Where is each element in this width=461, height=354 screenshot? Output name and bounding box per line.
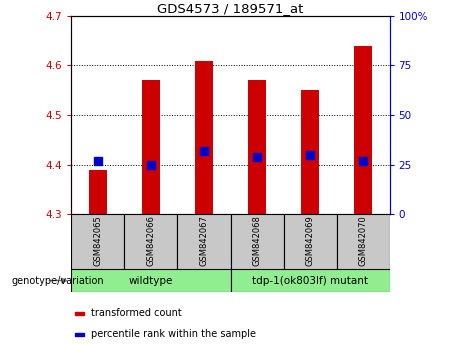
- Bar: [71, 269, 230, 292]
- Bar: [177, 214, 230, 269]
- Bar: [354, 46, 372, 214]
- Text: tdp-1(ok803lf) mutant: tdp-1(ok803lf) mutant: [252, 275, 368, 286]
- Bar: [230, 269, 390, 292]
- Bar: [89, 170, 107, 214]
- Point: [200, 148, 207, 154]
- Text: GSM842070: GSM842070: [359, 215, 367, 266]
- Text: GSM842067: GSM842067: [200, 215, 208, 266]
- Text: GSM842069: GSM842069: [306, 215, 314, 266]
- Bar: [71, 214, 124, 269]
- Bar: [301, 90, 319, 214]
- Bar: [248, 80, 266, 214]
- Text: genotype/variation: genotype/variation: [12, 275, 104, 286]
- Bar: [230, 214, 284, 269]
- Bar: [284, 214, 337, 269]
- Bar: [142, 80, 160, 214]
- Point: [306, 152, 313, 158]
- Text: transformed count: transformed count: [90, 308, 181, 318]
- Title: GDS4573 / 189571_at: GDS4573 / 189571_at: [157, 2, 304, 15]
- Bar: [337, 214, 390, 269]
- Point: [359, 158, 366, 164]
- Point: [254, 154, 261, 160]
- Bar: [195, 61, 213, 214]
- Point: [148, 162, 155, 167]
- Text: percentile rank within the sample: percentile rank within the sample: [90, 329, 255, 339]
- Bar: [124, 214, 177, 269]
- Text: GSM842068: GSM842068: [253, 215, 261, 266]
- Point: [94, 158, 101, 164]
- Bar: [75, 333, 84, 336]
- Text: wildtype: wildtype: [129, 275, 173, 286]
- Bar: [75, 312, 84, 315]
- Text: GSM842066: GSM842066: [147, 215, 155, 266]
- Text: GSM842065: GSM842065: [94, 215, 102, 266]
